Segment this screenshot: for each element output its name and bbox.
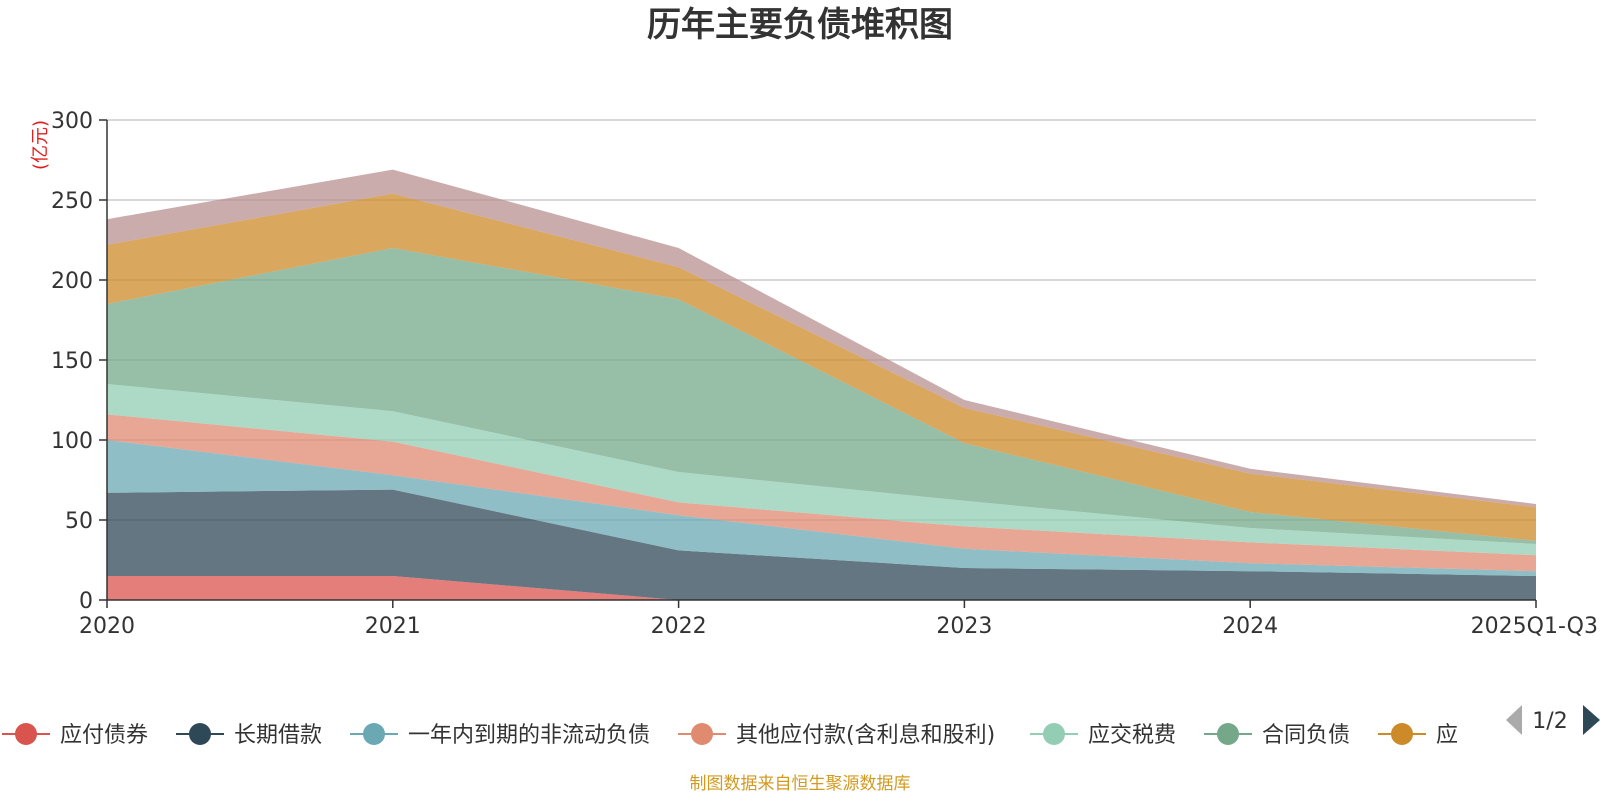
- legend-item[interactable]: 应: [1378, 723, 1458, 748]
- data-source-note: 制图数据来自恒生聚源数据库: [690, 774, 911, 794]
- legend-label: 合同负债: [1262, 723, 1350, 748]
- area-应付债券: [107, 576, 1536, 600]
- area-其他应付款(含利息和股利): [107, 414, 1536, 572]
- y-tick-label: 200: [51, 269, 93, 294]
- x-axis-ticks: 2020 2021 2022 2023 2024 2025Q1-Q3: [79, 600, 1598, 639]
- area-应交税费: [107, 384, 1536, 556]
- area-其他: [107, 169, 1536, 508]
- legend-page-indicator: 1/2: [1532, 709, 1567, 734]
- x-tick-label: 2020: [79, 614, 135, 639]
- legend-label: 应付债券: [60, 723, 148, 748]
- legend-item[interactable]: 应付债券: [2, 723, 148, 748]
- area-长期借款: [107, 489, 1536, 600]
- legend-marker: [1217, 723, 1239, 745]
- legend-marker: [15, 723, 37, 745]
- legend: 应付债券 长期借款 一年内到期的非流动负债 其他应付款(含利息和股利) 应交税费 合同负债…: [2, 723, 1458, 748]
- legend-label: 其他应付款(含利息和股利): [736, 723, 995, 748]
- chart-title: 历年主要负债堆积图: [647, 5, 953, 45]
- x-tick-label: 2021: [365, 614, 421, 639]
- y-tick-label: 100: [51, 429, 93, 454]
- area-series-group: [107, 169, 1536, 600]
- legend-marker: [363, 723, 385, 745]
- legend-prev-icon[interactable]: [1506, 705, 1522, 735]
- y-tick-label: 250: [51, 189, 93, 214]
- legend-item[interactable]: 其他应付款(含利息和股利): [678, 723, 995, 748]
- y-tick-label: 50: [65, 509, 93, 534]
- y-axis-unit: (亿元): [30, 120, 51, 170]
- legend-label: 长期借款: [234, 723, 322, 748]
- legend-marker: [1391, 723, 1413, 745]
- legend-item[interactable]: 一年内到期的非流动负债: [350, 723, 650, 748]
- y-tick-label: 0: [79, 589, 93, 614]
- legend-marker: [189, 723, 211, 745]
- legend-label: 一年内到期的非流动负债: [408, 723, 650, 748]
- legend-label: 应交税费: [1088, 723, 1176, 748]
- legend-marker: [1043, 723, 1065, 745]
- legend-marker: [691, 723, 713, 745]
- y-axis-ticks: 0 50 100 150 200 250 300: [51, 109, 107, 614]
- legend-item[interactable]: 合同负债: [1204, 723, 1350, 748]
- area-应付账款: [107, 193, 1536, 541]
- x-tick-label: 2025Q1-Q3: [1471, 614, 1598, 639]
- y-tick-label: 150: [51, 349, 93, 374]
- x-tick-label: 2022: [651, 614, 707, 639]
- legend-item[interactable]: 长期借款: [176, 723, 322, 748]
- legend-item[interactable]: 应交税费: [1030, 723, 1176, 748]
- y-tick-label: 300: [51, 109, 93, 134]
- x-tick-label: 2024: [1222, 614, 1278, 639]
- area-合同负债: [107, 248, 1536, 544]
- x-tick-label: 2023: [936, 614, 992, 639]
- legend-pager: 1/2: [1506, 705, 1600, 735]
- area-一年内到期的非流动负债: [107, 440, 1536, 576]
- legend-label: 应: [1436, 723, 1458, 748]
- legend-next-icon[interactable]: [1583, 705, 1600, 735]
